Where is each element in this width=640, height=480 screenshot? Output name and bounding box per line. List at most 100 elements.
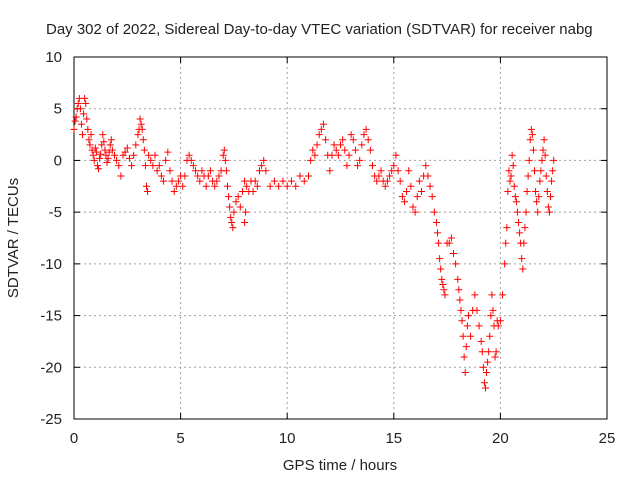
data-point (160, 177, 168, 185)
data-points (70, 94, 558, 392)
data-point (496, 317, 504, 325)
data-point (292, 182, 300, 190)
data-point (360, 131, 368, 139)
data-point (309, 146, 317, 154)
data-point (549, 167, 557, 175)
data-point (111, 151, 119, 159)
data-point (527, 125, 535, 133)
data-point (76, 105, 84, 113)
data-point (513, 208, 521, 216)
y-tick-label: 5 (54, 101, 62, 118)
data-point (307, 156, 315, 164)
data-point (117, 172, 125, 180)
data-point (266, 182, 274, 190)
data-point (531, 167, 539, 175)
data-point (438, 275, 446, 283)
data-point (151, 151, 159, 159)
data-point (392, 151, 400, 159)
data-point (398, 193, 406, 201)
data-point (524, 172, 532, 180)
data-point (202, 182, 210, 190)
x-tick-label: 10 (279, 430, 296, 447)
data-point (330, 141, 338, 149)
data-point (164, 148, 172, 156)
data-point (232, 198, 240, 206)
data-point (179, 182, 187, 190)
data-point (141, 162, 149, 170)
data-point (441, 291, 449, 299)
data-point (394, 167, 402, 175)
data-point (507, 172, 515, 180)
data-point (381, 182, 389, 190)
data-point (236, 203, 244, 211)
data-point (347, 131, 355, 139)
data-point (536, 177, 544, 185)
data-point (341, 146, 349, 154)
data-point (317, 125, 325, 133)
data-point (115, 162, 123, 170)
y-tick-label: -5 (49, 204, 62, 221)
data-point (125, 154, 133, 162)
data-point (270, 177, 278, 185)
data-point (368, 162, 376, 170)
y-tick-label: -15 (40, 308, 62, 325)
data-point (506, 177, 514, 185)
data-point (521, 224, 529, 232)
y-tick-label: -10 (40, 256, 62, 273)
data-point (220, 146, 228, 154)
data-point (411, 208, 419, 216)
data-point (428, 193, 436, 201)
data-point (491, 353, 499, 361)
data-point (104, 154, 112, 162)
data-point (447, 234, 455, 242)
data-point (83, 115, 91, 123)
data-point (147, 156, 155, 164)
data-point (89, 151, 97, 159)
chart-title: Day 302 of 2022, Sidereal Day-to-day VTE… (46, 21, 593, 38)
data-point (241, 218, 249, 226)
data-point (96, 154, 104, 162)
x-axis-ticks: 0 5 10 15 20 25 (70, 57, 615, 447)
data-point (230, 208, 238, 216)
data-point (534, 208, 542, 216)
data-point (354, 162, 362, 170)
data-point (81, 94, 89, 102)
data-point (222, 167, 230, 175)
data-point (548, 177, 556, 185)
data-point (99, 131, 107, 139)
data-point (255, 167, 263, 175)
data-point (319, 120, 327, 128)
data-point (486, 332, 494, 340)
data-point (262, 167, 270, 175)
y-tick-label: -20 (40, 359, 62, 376)
data-point (467, 332, 475, 340)
data-point (305, 172, 313, 180)
data-point (407, 182, 415, 190)
data-point (440, 286, 448, 294)
data-point (224, 182, 232, 190)
data-point (140, 146, 148, 154)
data-point (351, 146, 359, 154)
data-point (462, 343, 470, 351)
data-point (533, 198, 541, 206)
data-point (413, 193, 421, 201)
data-point (435, 239, 443, 247)
data-point (547, 193, 555, 201)
data-point (130, 151, 138, 159)
data-point (488, 291, 496, 299)
data-point (343, 162, 351, 170)
data-point (489, 306, 497, 314)
data-point (337, 141, 344, 149)
data-point (436, 255, 444, 263)
data-point (84, 125, 92, 133)
data-point (315, 131, 323, 139)
data-point (509, 162, 517, 170)
data-point (106, 141, 114, 149)
data-point (526, 136, 534, 144)
data-point (535, 193, 543, 201)
data-point (132, 141, 140, 149)
data-point (430, 208, 438, 216)
data-point (356, 156, 364, 164)
data-point (545, 208, 553, 216)
